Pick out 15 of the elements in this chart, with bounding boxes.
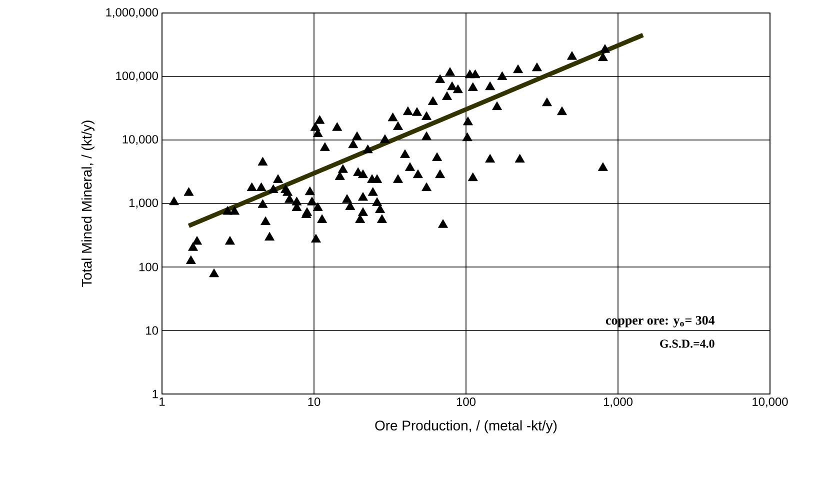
- x-tick-label: 1: [160, 398, 165, 406]
- y-axis-title: Total Mined Mineral, / (kt/y): [81, 120, 94, 287]
- x-tick-label: 10,000: [752, 398, 788, 408]
- y-tick-label: 1,000: [129, 198, 158, 208]
- x-tick-label: 10: [308, 398, 320, 406]
- y-tick-label: 10: [146, 326, 158, 335]
- x-tick-label: 1,000: [604, 398, 632, 408]
- y-tick-label: 1,000,000: [106, 8, 158, 18]
- y-tick-label: 1: [152, 390, 158, 398]
- y-tick-label: 10,000: [122, 135, 158, 145]
- x-tick-label: 100: [456, 398, 476, 406]
- y-tick-label: 100: [139, 262, 158, 272]
- y-tick-label: 100,000: [116, 72, 158, 82]
- x-axis-title: Ore Production, / (metal -kt/y): [375, 420, 557, 434]
- annotation: G.S.D.=4.0: [660, 340, 714, 348]
